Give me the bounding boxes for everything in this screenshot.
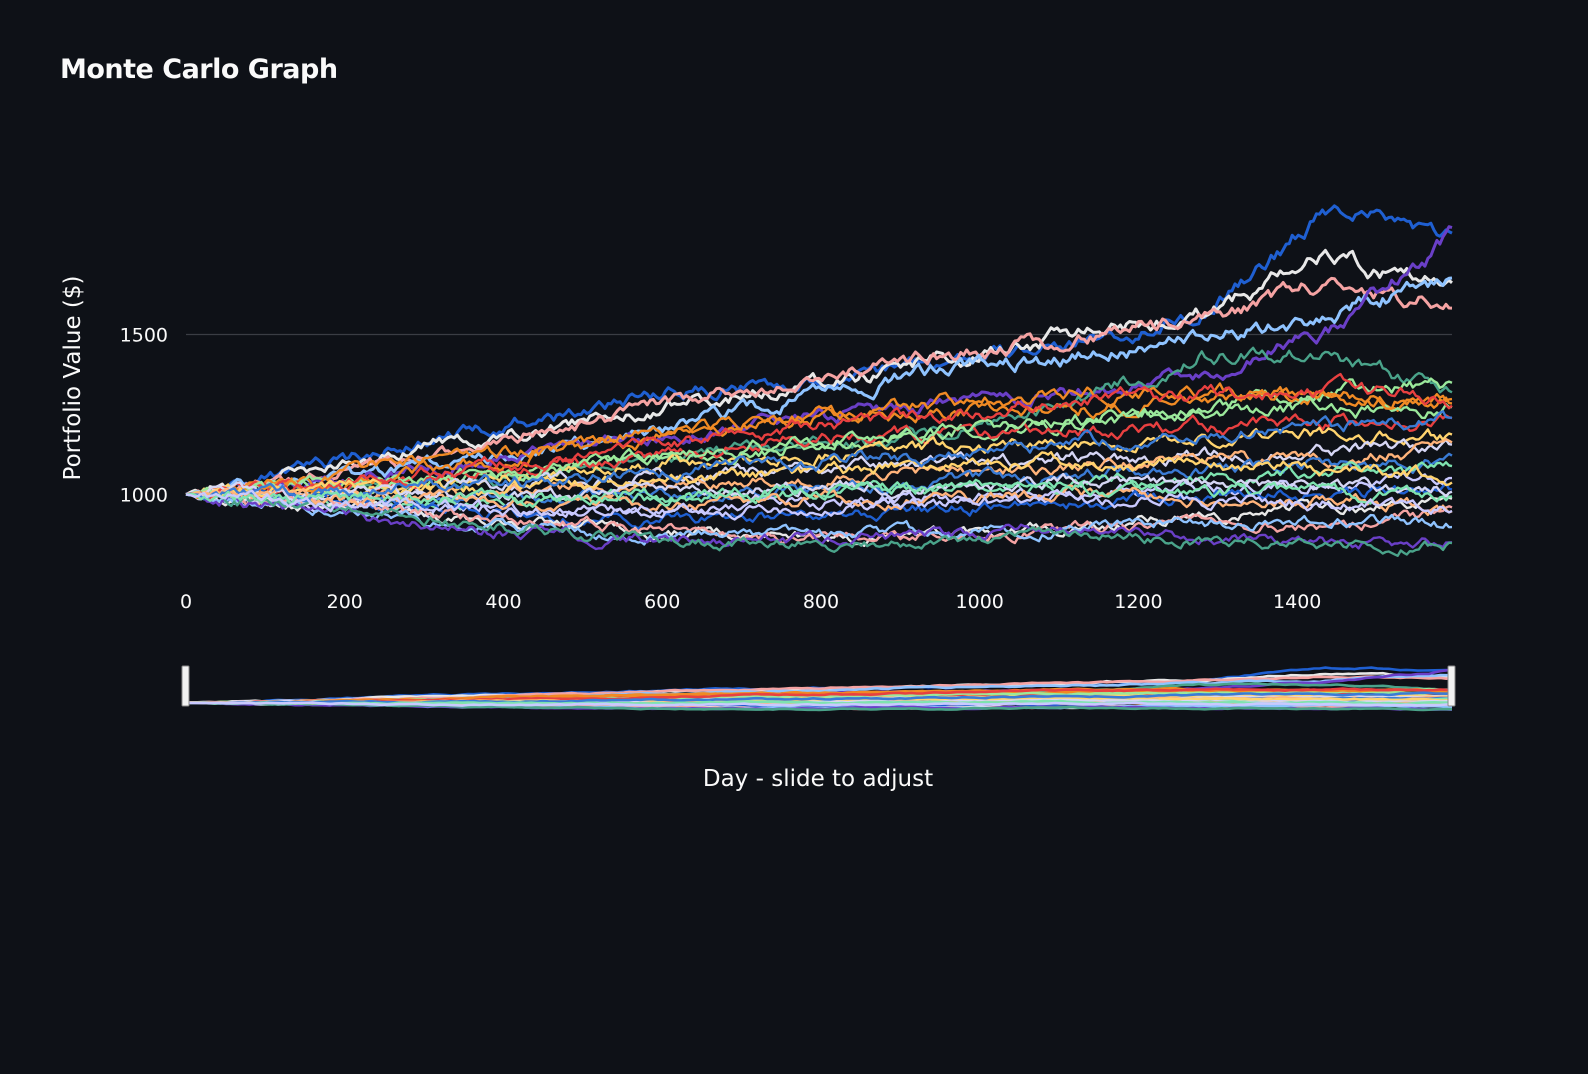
range-slider[interactable] <box>181 665 1456 712</box>
y-axis-title: Portfolio Value ($) <box>60 276 86 481</box>
series-line[interactable] <box>185 276 1453 496</box>
series-line[interactable] <box>186 438 1453 506</box>
x-tick-label: 200 <box>327 591 363 613</box>
y-tick-labels: 1000 1500 <box>120 325 168 507</box>
series-layer[interactable] <box>185 204 1453 557</box>
x-tick-label: 1400 <box>1273 591 1321 613</box>
x-tick-label: 400 <box>485 591 521 613</box>
x-tick-label: 800 <box>803 591 839 613</box>
x-axis-title: Day - slide to adjust <box>703 766 933 792</box>
series-line[interactable] <box>185 372 1453 500</box>
series-line[interactable] <box>185 478 1453 509</box>
series-line[interactable] <box>185 382 1453 500</box>
series-line[interactable] <box>185 410 1452 503</box>
x-tick-labels: 0 200 400 600 800 1000 1200 1400 <box>180 591 1321 613</box>
range-slider-start-handle[interactable] <box>181 665 190 707</box>
series-line[interactable] <box>185 225 1453 501</box>
series-line[interactable] <box>185 386 1453 499</box>
x-tick-label: 0 <box>180 591 192 613</box>
series-line[interactable] <box>185 451 1453 499</box>
x-tick-label: 1200 <box>1114 591 1162 613</box>
y-tick-label: 1500 <box>120 325 168 347</box>
x-tick-label: 600 <box>644 591 680 613</box>
series-line[interactable] <box>185 493 1453 546</box>
slider-series-line <box>186 701 1453 707</box>
y-tick-label: 1000 <box>120 484 168 506</box>
series-line[interactable] <box>185 482 1453 530</box>
x-tick-label: 1000 <box>956 591 1004 613</box>
slider-series-line <box>185 687 1453 705</box>
series-line[interactable] <box>185 488 1453 521</box>
slider-series-line <box>185 701 1453 712</box>
series-line[interactable] <box>185 472 1453 504</box>
series-line[interactable] <box>185 248 1453 496</box>
series-line[interactable] <box>185 489 1453 557</box>
chart-title: Monte Carlo Graph <box>60 54 338 85</box>
range-slider-end-handle[interactable] <box>1447 665 1456 707</box>
